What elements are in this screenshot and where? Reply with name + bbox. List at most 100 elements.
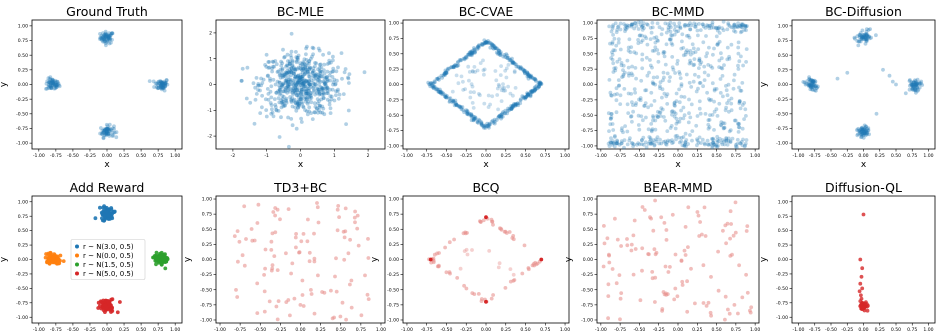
data-point xyxy=(722,121,727,126)
data-point xyxy=(317,66,322,70)
data-point xyxy=(516,103,521,108)
data-point xyxy=(285,90,290,95)
data-point xyxy=(55,79,60,84)
data-point xyxy=(294,82,299,86)
data-point xyxy=(619,63,624,68)
data-point xyxy=(281,73,286,77)
x-tick-label: 0.75 xyxy=(731,327,741,333)
data-point xyxy=(316,77,320,82)
data-point xyxy=(651,228,656,233)
data-point xyxy=(317,48,322,53)
data-point xyxy=(443,70,448,75)
data-point xyxy=(704,54,708,59)
data-point xyxy=(499,116,503,121)
data-point xyxy=(442,71,447,76)
data-point xyxy=(693,72,697,77)
data-point xyxy=(262,289,267,294)
data-point xyxy=(104,131,109,136)
data-point xyxy=(644,88,649,93)
data-point xyxy=(725,27,730,32)
data-point xyxy=(341,92,346,96)
x-tick-label: 1.00 xyxy=(560,153,570,159)
data-point xyxy=(305,112,310,117)
data-point xyxy=(290,63,295,68)
data-point xyxy=(526,92,530,96)
data-point xyxy=(619,61,624,65)
data-point xyxy=(613,216,617,221)
data-point xyxy=(260,93,264,98)
data-point xyxy=(263,97,268,102)
data-point xyxy=(702,205,707,210)
y-tick-label: -0.50 xyxy=(776,111,788,117)
data-point xyxy=(290,96,295,101)
data-point xyxy=(302,97,307,101)
data-point xyxy=(814,86,819,90)
data-point xyxy=(292,89,297,93)
data-point xyxy=(53,86,58,91)
data-point xyxy=(615,141,620,146)
data-point xyxy=(268,89,273,94)
data-point xyxy=(102,33,107,37)
data-point xyxy=(469,112,474,116)
data-point xyxy=(159,86,164,90)
data-point xyxy=(283,87,288,92)
data-point xyxy=(861,135,866,140)
y-tick-label: 0 xyxy=(209,82,212,88)
data-point xyxy=(307,88,311,93)
data-point xyxy=(741,63,745,68)
data-point xyxy=(334,289,339,294)
data-point xyxy=(294,232,298,236)
data-point xyxy=(629,71,634,76)
data-point xyxy=(621,68,625,72)
x-tick-label: -0.50 xyxy=(67,153,79,159)
data-point xyxy=(444,95,449,99)
data-point xyxy=(648,58,652,62)
x-tick-label: 0.75 xyxy=(153,327,163,333)
data-point xyxy=(259,76,263,81)
data-point xyxy=(465,112,470,117)
data-point xyxy=(449,65,453,70)
data-point xyxy=(695,210,700,214)
data-point xyxy=(677,70,682,74)
data-point xyxy=(286,70,291,74)
data-point xyxy=(300,79,304,83)
data-point xyxy=(271,210,276,214)
data-point xyxy=(303,79,308,84)
panel-title: TD3+BC xyxy=(273,180,327,195)
data-point xyxy=(303,95,308,100)
y-tick-label: 0.50 xyxy=(389,51,399,57)
data-point xyxy=(501,88,506,93)
data-point xyxy=(159,250,164,255)
x-tick-label: -0.50 xyxy=(825,153,837,159)
data-point xyxy=(706,126,711,131)
data-point xyxy=(318,79,323,84)
data-point xyxy=(103,29,108,34)
data-point xyxy=(293,91,298,96)
data-point xyxy=(296,99,301,103)
scatter-points xyxy=(606,19,749,150)
data-point xyxy=(156,86,161,90)
data-point xyxy=(106,129,111,134)
data-point xyxy=(444,95,448,100)
data-point xyxy=(280,100,285,104)
data-point xyxy=(637,142,642,147)
data-point xyxy=(104,128,109,133)
data-point xyxy=(296,90,301,95)
data-point xyxy=(290,261,295,266)
data-point xyxy=(279,63,284,68)
data-point xyxy=(310,54,314,59)
data-point xyxy=(316,72,321,77)
data-point xyxy=(640,138,644,143)
data-point xyxy=(299,67,303,71)
data-point xyxy=(292,67,297,71)
data-point xyxy=(431,86,436,91)
data-point xyxy=(293,86,298,90)
data-point xyxy=(302,78,307,82)
data-point xyxy=(258,88,262,93)
data-point xyxy=(159,262,164,267)
y-tick-label: 1.00 xyxy=(389,21,399,27)
y-tick-label: 0.00 xyxy=(202,257,212,263)
data-point xyxy=(285,84,290,89)
data-point xyxy=(468,90,473,94)
data-point xyxy=(320,104,325,109)
